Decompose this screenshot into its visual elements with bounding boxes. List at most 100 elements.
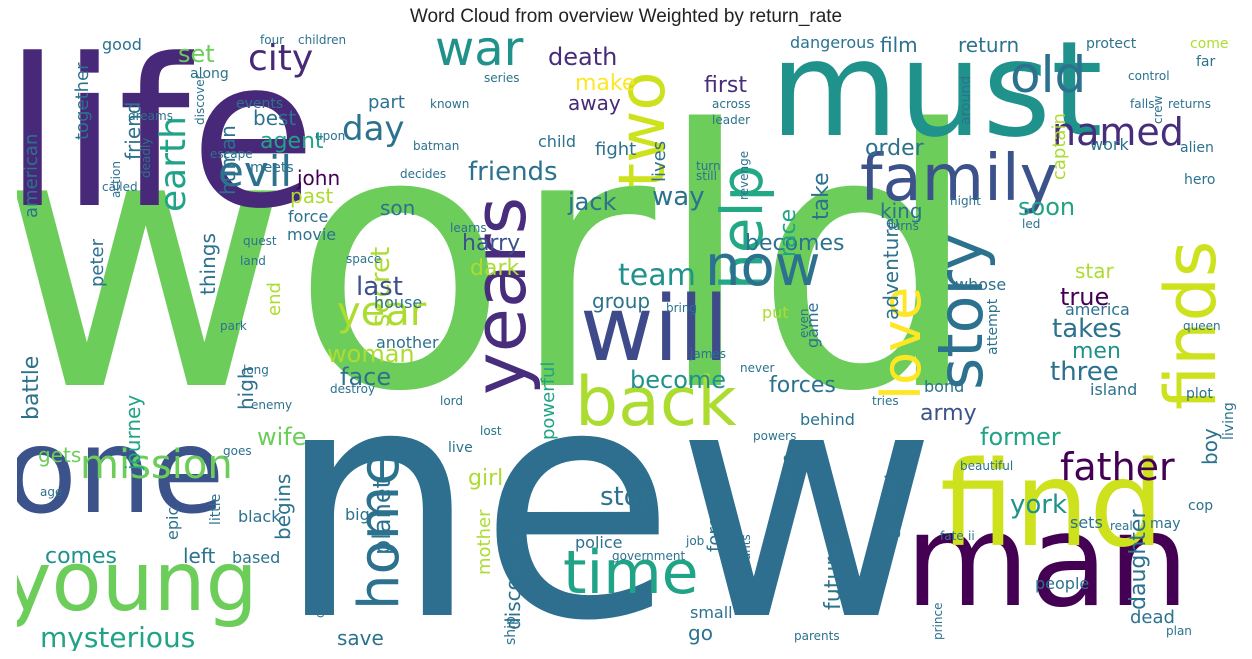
word-year: year — [337, 289, 427, 335]
word-series: series — [484, 71, 520, 85]
word-first: first — [704, 73, 747, 98]
word-father: father — [1060, 445, 1175, 489]
word-now: now — [705, 234, 821, 299]
word-york: york — [1010, 490, 1067, 520]
word-sets: sets — [1070, 513, 1103, 532]
word-mysterious: mysterious — [40, 621, 195, 651]
word-finds: finds — [1150, 241, 1232, 410]
word-revenge: revenge — [737, 151, 751, 200]
word-even: even — [797, 309, 811, 338]
word-upon: upon — [315, 129, 345, 143]
word-house: house — [374, 293, 422, 312]
word-called: called — [102, 180, 138, 194]
word-will: will — [580, 277, 729, 382]
word-queen: queen — [1183, 319, 1221, 333]
word-turn: turn — [696, 159, 721, 173]
word-protect: protect — [1086, 36, 1137, 52]
word-home: home — [347, 451, 412, 610]
word-harry: harry — [462, 231, 520, 256]
word-quest: quest — [243, 234, 277, 248]
word-world: world — [17, 55, 980, 469]
word-good: good — [102, 35, 142, 54]
word-race: race — [776, 209, 801, 257]
word-ship: ship — [503, 616, 519, 645]
word-forces: forces — [769, 373, 836, 398]
word-high: high — [234, 366, 258, 410]
word-army: army — [920, 401, 977, 426]
word-long: long — [243, 363, 269, 377]
word-set: set — [178, 40, 215, 68]
word-gets: gets — [38, 443, 81, 467]
word-future: future — [821, 544, 846, 610]
word-family: family — [860, 142, 1058, 216]
word-men: men — [1072, 339, 1121, 364]
word-living: living — [1221, 402, 1237, 440]
word-ii: ii — [968, 529, 975, 543]
word-find: find — [940, 435, 1164, 573]
word-king: king — [880, 199, 923, 223]
word-powerful: powerful — [538, 362, 559, 440]
word-come: come — [1190, 36, 1229, 52]
word-behind: behind — [800, 410, 855, 429]
word-around: around — [958, 76, 974, 125]
word-named: named — [1052, 110, 1184, 154]
word-plan: plan — [1166, 624, 1192, 638]
word-agent: agent — [260, 129, 324, 154]
word-past: past — [290, 184, 333, 208]
word-wife: wife — [257, 423, 307, 451]
word-dangerous: dangerous — [790, 33, 875, 52]
word-last: last — [356, 272, 403, 302]
word-police: police — [575, 533, 622, 552]
word-attempt: attempt — [985, 298, 1001, 355]
word-forced: forced — [704, 495, 725, 552]
word-town: town — [776, 453, 800, 502]
word-led: led — [1022, 217, 1040, 231]
word-way: way — [652, 182, 705, 212]
word-girl: girl — [468, 466, 503, 491]
word-earth: earth — [153, 116, 194, 212]
word-far: far — [1196, 54, 1216, 70]
word-real: real — [1110, 519, 1133, 533]
word-new: new — [276, 319, 937, 651]
word-game: game — [803, 303, 822, 348]
word-two: two — [606, 71, 680, 188]
word-destroy: destroy — [330, 382, 375, 396]
word-decides: decides — [400, 167, 446, 181]
word-crew: crew — [1151, 95, 1165, 124]
word-black: black — [238, 507, 281, 526]
word-planet: planet — [368, 479, 396, 555]
word-group: group — [592, 289, 650, 313]
word-together: together — [72, 62, 93, 140]
word-small: small — [690, 603, 733, 622]
word-leader: leader — [712, 113, 750, 127]
word-big: big — [345, 505, 370, 524]
word-control: control — [1128, 69, 1170, 83]
word-years: years — [458, 197, 542, 395]
word-goes: goes — [223, 444, 252, 458]
word-school: school — [881, 474, 905, 538]
word-along: along — [190, 66, 229, 82]
word-star: star — [1075, 259, 1115, 283]
word-hero: hero — [1184, 172, 1216, 188]
word-best: best — [253, 106, 296, 130]
word-american: american — [21, 134, 42, 218]
word-deadly: deadly — [139, 138, 153, 178]
word-meets: meets — [250, 160, 294, 176]
word-movie: movie — [287, 225, 336, 244]
word-epic: epic — [163, 507, 182, 540]
word-falls: falls — [1130, 97, 1155, 111]
word-another: another — [376, 333, 439, 352]
word-dark: dark — [470, 256, 519, 281]
word-life: life — [17, 31, 316, 254]
word-whose: whose — [955, 275, 1006, 294]
word-force: force — [288, 207, 328, 226]
word-mother: mother — [474, 509, 495, 575]
word-becomes: becomes — [745, 231, 844, 256]
word-time: time — [563, 538, 699, 608]
word-save: save — [337, 626, 384, 650]
word-jack: jack — [567, 188, 617, 216]
word-become: become — [630, 366, 726, 394]
word-age: age — [40, 485, 62, 499]
word-fate: fate — [940, 529, 964, 543]
word-stop: stop — [600, 482, 656, 512]
